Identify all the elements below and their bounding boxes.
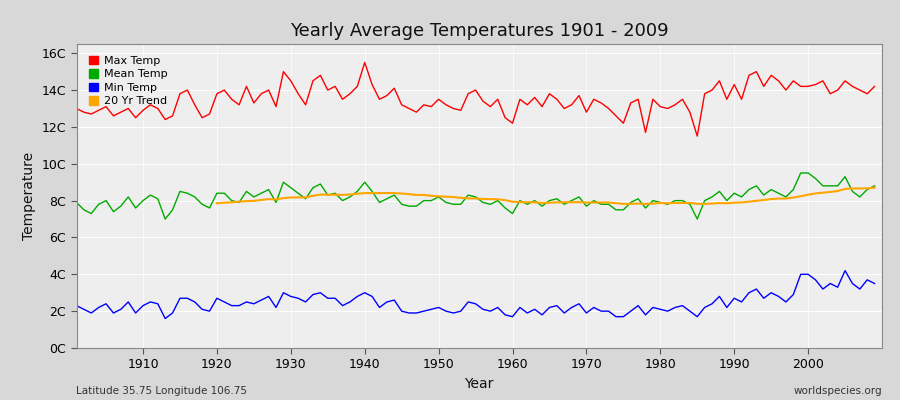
Text: worldspecies.org: worldspecies.org [794, 386, 882, 396]
Y-axis label: Temperature: Temperature [22, 152, 36, 240]
Text: Latitude 35.75 Longitude 106.75: Latitude 35.75 Longitude 106.75 [76, 386, 248, 396]
Legend: Max Temp, Mean Temp, Min Temp, 20 Yr Trend: Max Temp, Mean Temp, Min Temp, 20 Yr Tre… [86, 52, 171, 110]
X-axis label: Year: Year [464, 377, 494, 391]
Title: Yearly Average Temperatures 1901 - 2009: Yearly Average Temperatures 1901 - 2009 [290, 22, 669, 40]
